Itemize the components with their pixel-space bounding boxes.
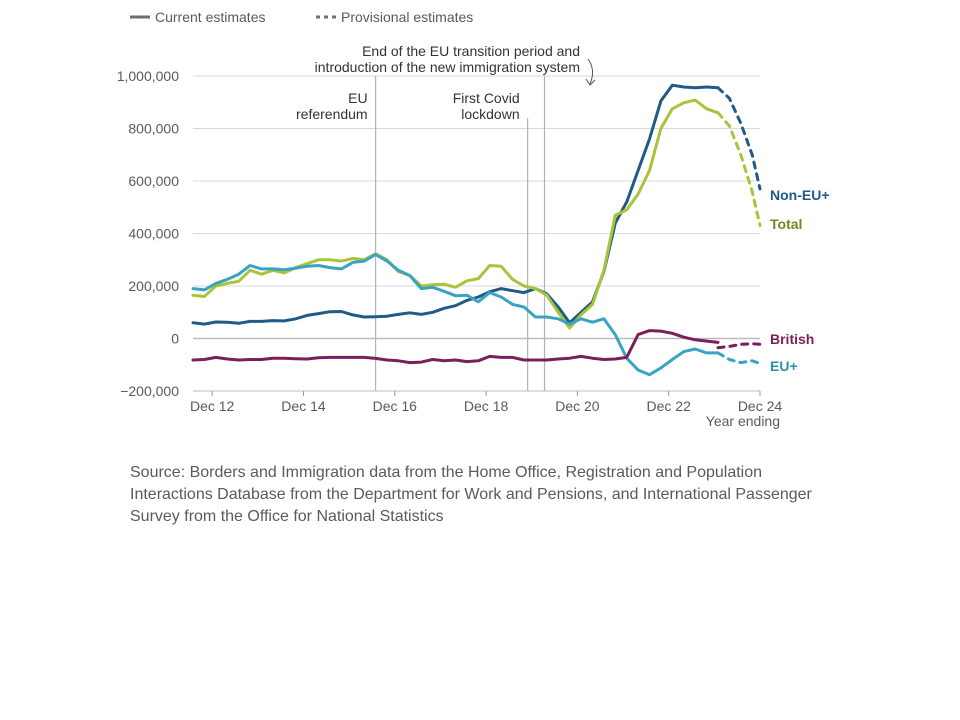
x-tick-label: Dec 16 [373,398,418,414]
series-label: EU+ [770,358,798,374]
legend-current-label: Current estimates [155,9,265,25]
x-axis-title: Year ending [706,413,780,429]
event-label: EU [348,90,367,106]
y-tick-label: 200,000 [128,278,179,294]
series-label: British [770,331,814,347]
chart-legend: Current estimates Provisional estimates [130,9,473,25]
event-label: End of the EU transition period and [362,43,580,59]
gridlines [193,75,760,392]
y-tick-label: −200,000 [120,383,179,399]
x-tick-label: Dec 18 [464,398,509,414]
legend-provisional-label: Provisional estimates [341,9,473,25]
series-provisional-non-eu [716,86,762,191]
series-line-total [191,98,720,330]
series-line-eu [191,253,720,377]
axes: −200,000 0 200,000 400,000 600,000 800,000 1,0… [117,68,783,414]
series-labels: Non-EU+ Total EU+ British [770,187,830,374]
line-chart: Current estimates Provisional estimates … [117,9,830,429]
x-tick-label: Dec 12 [190,398,235,414]
series-lines [191,83,762,377]
x-tick-label: Dec 14 [281,398,326,414]
source-note: Source: Borders and Immigration data fro… [130,464,812,525]
y-tick-label: 800,000 [128,121,179,137]
series-label: Total [770,216,802,232]
x-tick-label: Dec 20 [555,398,600,414]
x-tick-label: Dec 24 [738,398,783,414]
series-provisional-eu [716,351,762,365]
event-label: referendum [296,106,368,122]
event-label: First Covid [453,90,520,106]
series-line-british [191,329,720,365]
y-tick-label: 600,000 [128,173,179,189]
annotation-arrow [587,58,594,85]
series-provisional-total [716,111,762,228]
event-label: lockdown [461,106,519,122]
series-line-non-eu [191,83,720,326]
x-tick-label: Dec 22 [647,398,692,414]
event-label: introduction of the new immigration syst… [315,59,580,75]
series-provisional-british [716,342,762,350]
event-markers: End of the EU transition period andintro… [296,43,596,391]
annotation-arrowhead [585,78,596,86]
y-tick-label: 400,000 [128,226,179,242]
y-tick-label: 0 [171,331,179,347]
series-label: Non-EU+ [770,187,830,203]
y-tick-label: 1,000,000 [117,68,179,84]
